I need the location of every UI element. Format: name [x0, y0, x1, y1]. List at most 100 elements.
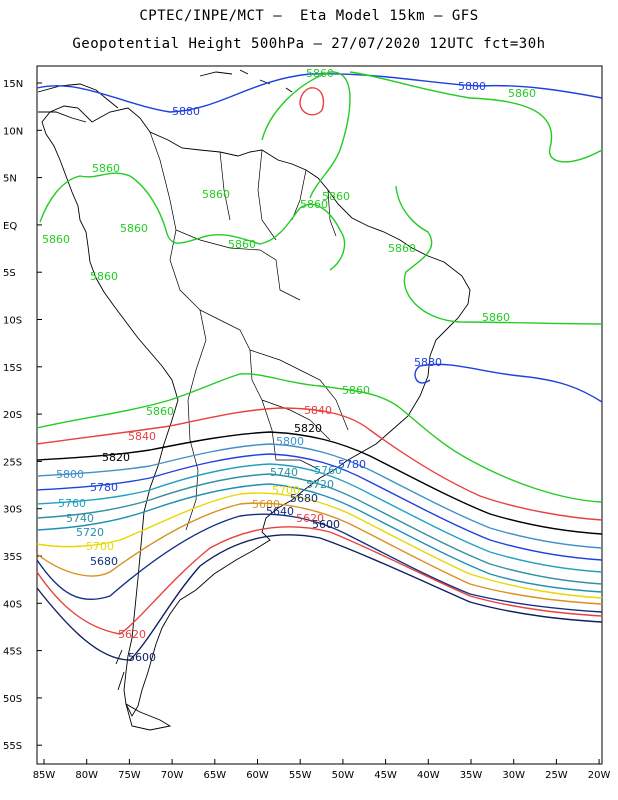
- contour-5680: [36, 502, 603, 605]
- contour-5720: [36, 483, 603, 593]
- label-5760-a: 5760: [314, 464, 342, 477]
- label-5720-b: 5720: [76, 526, 104, 539]
- label-5860-f: 5860: [300, 198, 328, 211]
- contour-5740: [36, 473, 603, 585]
- label-5860-k: 5860: [90, 270, 118, 283]
- lon-tick-label: 75W: [118, 770, 141, 781]
- contour-5860-b: [261, 71, 351, 199]
- contour-5880-east: [414, 363, 603, 403]
- label-5780-b: 5780: [90, 481, 118, 494]
- label-5840-b: 5840: [304, 404, 332, 417]
- lat-tick-label: 5S: [3, 268, 16, 279]
- lon-tick-label: 35W: [460, 770, 483, 781]
- lat-tick-label: 10N: [3, 126, 23, 137]
- label-5600-a: 5600: [312, 518, 340, 531]
- label-5820-a: 5820: [294, 422, 322, 435]
- lon-tick-label: 30W: [502, 770, 525, 781]
- borders: [149, 131, 349, 531]
- lat-tick-label: 50S: [3, 694, 22, 705]
- lat-tick-label: 55S: [3, 741, 22, 752]
- lat-tick-label: 40S: [3, 599, 22, 610]
- lat-tick-label: 15S: [3, 363, 22, 374]
- contour-5860-d: [395, 185, 603, 325]
- contour-5760: [36, 463, 603, 573]
- south-america-coast: [41, 105, 471, 717]
- label-5860-n: 5860: [146, 405, 174, 418]
- contour-5820: [36, 431, 603, 535]
- central-america-coast: [37, 83, 119, 123]
- contour-labels: 5880 5880 5880 5860 5860 5860 5860 5860 …: [42, 67, 536, 664]
- lat-tick-label: 45S: [3, 647, 22, 658]
- lon-tick-label: 25W: [545, 770, 568, 781]
- title-line-2: Geopotential Height 500hPa – 27/07/2020 …: [72, 36, 546, 52]
- lon-tick-label: 65W: [203, 770, 226, 781]
- lat-tick-label: EQ: [3, 221, 17, 232]
- label-5860-b: 5860: [508, 87, 536, 100]
- lat-tick-label: 20S: [3, 410, 22, 421]
- lat-tick-label: 15N: [3, 79, 23, 90]
- label-5680-c: 5680: [290, 492, 318, 505]
- lon-tick-label: 20W: [588, 770, 611, 781]
- label-5860-d: 5860: [202, 188, 230, 201]
- contour-5800: [36, 443, 603, 549]
- label-5680-a: 5680: [252, 498, 280, 511]
- lat-tick-label: 10S: [3, 316, 22, 327]
- contour-5840: [36, 407, 603, 521]
- label-5740-a: 5740: [270, 466, 298, 479]
- label-5840-a: 5840: [128, 430, 156, 443]
- label-5860-g: 5860: [42, 233, 70, 246]
- label-5620-b: 5620: [118, 628, 146, 641]
- contour-5620: [36, 526, 603, 635]
- contours: [36, 71, 603, 661]
- label-5860-e: 5860: [322, 190, 350, 203]
- contour-5700: [36, 492, 603, 599]
- label-5720-a: 5720: [306, 478, 334, 491]
- tierra-del-fuego: [115, 649, 172, 731]
- label-5860-h: 5860: [120, 222, 148, 235]
- contour-5780: [36, 453, 603, 561]
- label-5860-l: 5860: [482, 311, 510, 324]
- label-5780-a: 5780: [338, 458, 366, 471]
- label-5860-a: 5860: [306, 67, 334, 80]
- label-5740-b: 5740: [66, 512, 94, 525]
- lat-tick-label: 5N: [3, 174, 17, 185]
- label-5800-a: 5800: [276, 435, 304, 448]
- label-5860-c: 5860: [92, 162, 120, 175]
- label-5640: 5640: [266, 505, 294, 518]
- lon-tick-label: 85W: [33, 770, 56, 781]
- caribbean-islands: [199, 69, 293, 93]
- lon-tick-label: 55W: [289, 770, 312, 781]
- label-5700-b: 5700: [86, 540, 114, 553]
- lat-tick-label: 25S: [3, 457, 22, 468]
- label-5880-a: 5880: [172, 105, 200, 118]
- lon-tick-label: 45W: [374, 770, 397, 781]
- lat-tick-label: 30S: [3, 505, 22, 516]
- lon-tick-label: 60W: [246, 770, 269, 781]
- label-5620-a: 5620: [296, 512, 324, 525]
- contour-5600: [36, 534, 603, 661]
- lon-tick-label: 40W: [417, 770, 440, 781]
- label-5860-m: 5860: [342, 384, 370, 397]
- contour-5880-north: [36, 73, 603, 113]
- latitude-axis: 15N 10N 5N EQ 5S 10S 15S 20S 25S 30S 35S 40S 45S 50S 5…: [3, 79, 42, 752]
- contour-5880-closed: [299, 87, 325, 116]
- title-line-1: CPTEC/INPE/MCT – Eta Model 15km – GFS: [139, 8, 479, 24]
- label-5600-b: 5600: [128, 651, 156, 664]
- contour-5640: [36, 513, 603, 613]
- label-5880-b: 5880: [458, 80, 486, 93]
- coastlines: [37, 69, 471, 731]
- lon-tick-label: 80W: [75, 770, 98, 781]
- label-5860-i: 5860: [228, 238, 256, 251]
- label-5820-b: 5820: [102, 451, 130, 464]
- contour-5860-c: [349, 71, 603, 163]
- label-5680-b: 5680: [90, 555, 118, 568]
- label-5700-a: 5700: [272, 484, 300, 497]
- lon-tick-label: 50W: [332, 770, 355, 781]
- label-5800-b: 5800: [56, 468, 84, 481]
- label-5880-c: 5880: [414, 356, 442, 369]
- contour-5860-a: [39, 172, 346, 271]
- contour-5860-south: [36, 373, 603, 503]
- label-5860-j: 5860: [388, 242, 416, 255]
- longitude-axis: 85W 80W 75W 70W 65W 60W 55W 50W 45W 40W 35W 30W 25W 2…: [33, 759, 611, 781]
